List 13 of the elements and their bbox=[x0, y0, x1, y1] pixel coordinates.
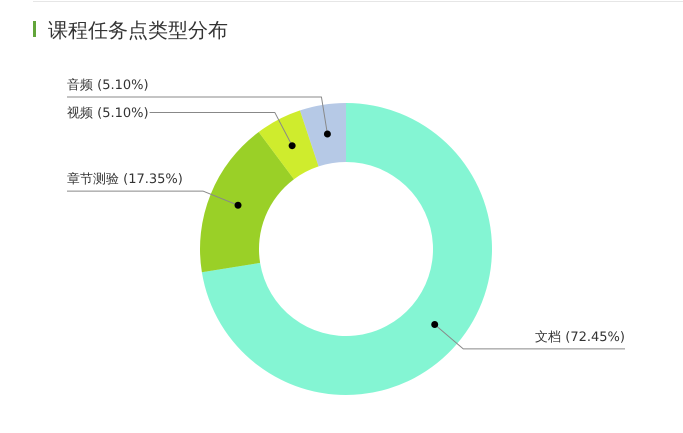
slice-label: 音频 bbox=[67, 78, 93, 93]
chart-title: 课程任务点类型分布 bbox=[48, 18, 228, 42]
data-label: (5.10%) bbox=[93, 106, 149, 121]
donut-slice bbox=[200, 132, 294, 272]
slice-label: 视频 bbox=[67, 106, 93, 121]
data-label: (17.35%) bbox=[119, 172, 183, 188]
slice-label: 章节测验 bbox=[67, 172, 119, 188]
data-label: (72.45%) bbox=[561, 330, 625, 345]
data-label: (5.10%) bbox=[93, 78, 149, 93]
donut-slice bbox=[258, 110, 319, 180]
donut-slice bbox=[202, 103, 492, 395]
slice-label: 文档 bbox=[535, 330, 562, 345]
donut-slice bbox=[300, 103, 346, 166]
